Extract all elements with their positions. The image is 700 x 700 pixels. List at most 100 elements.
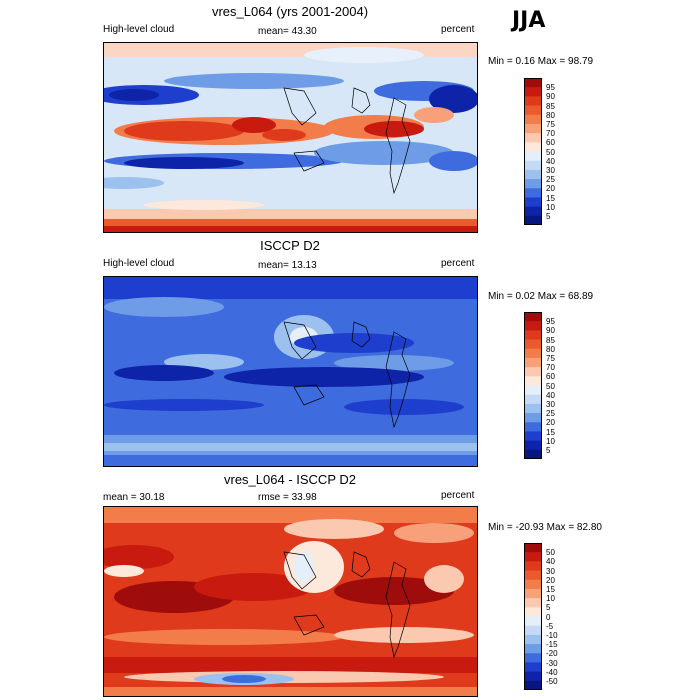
panel2-tick: 25 [546,409,555,419]
panel3-tick: -40 [546,667,558,677]
panel3-tick: 40 [546,557,555,567]
colorbar-swatch [524,634,542,645]
panel2-tick: 95 [546,317,555,327]
colorbar-swatch [524,616,542,627]
colorbar-swatch [524,179,542,189]
colorbar-swatch [524,598,542,608]
panel3-rmse-label: rmse = 33.98 [258,492,317,503]
colorbar-border [524,312,542,459]
colorbar-swatch [524,78,542,88]
colorbar-swatch [524,671,542,682]
panel3-tick: 20 [546,575,555,585]
colorbar-swatch [524,394,542,405]
colorbar-swatch [524,339,542,350]
colorbar-swatch [524,376,542,386]
colorbar-swatch [524,87,542,97]
panel3-tick: 5 [546,603,551,613]
colorbar-swatch [524,644,542,654]
panel3-map-field [104,507,477,696]
panel2-tick: 90 [546,326,555,336]
panel1-tick: 50 [546,147,555,157]
colorbar-swatch [524,625,542,636]
panel3-tick: 0 [546,612,551,622]
colorbar-swatch [524,215,542,225]
panel1-minmax-label: Min = 0.16 Max = 98.79 [488,56,594,67]
panel1-map [103,42,478,233]
colorbar-swatch [524,422,542,432]
panel1-mean-label: mean= 43.30 [258,26,317,37]
panel3-minmax-label: Min = -20.93 Max = 82.80 [488,522,602,533]
panel2-colorbar-ticks: 95 90 85 80 75 70 60 50 40 30 25 20 15 1… [546,312,586,459]
panel3-map [103,506,478,697]
colorbar-swatch [524,440,542,451]
panel3-title: vres_L064 - ISCCP D2 [224,472,356,487]
colorbar-swatch [524,114,542,125]
colorbar-swatch [524,206,542,217]
season-label: JJA [512,8,546,33]
panel2-tick: 40 [546,390,555,400]
colorbar-swatch [524,312,542,322]
colorbar-swatch [524,653,542,663]
colorbar-swatch [524,403,542,414]
colorbar-swatch [524,123,542,134]
panel2-tick: 70 [546,363,555,373]
panel3-tick: 15 [546,585,555,594]
panel1-tick: 85 [546,101,555,111]
panel3-colorbar-ticks: 50 40 30 20 15 10 5 0 -5 -10 -15 -20 -30… [546,543,586,690]
panel3-tick: 50 [546,548,555,558]
panel1-tick: 10 [546,202,555,212]
colorbar-swatch [524,142,542,152]
panel3-colorbar [524,543,542,690]
panel1-tick: 75 [546,120,555,129]
colorbar-swatch [524,607,542,617]
colorbar-swatch [524,385,542,396]
panel3-tick: -10 [546,631,558,640]
panel3-tick: 30 [546,566,555,576]
panel1-tick: 15 [546,193,555,203]
panel3-units-label: percent [441,490,475,501]
colorbar-swatch [524,413,542,423]
colorbar-swatch [524,133,542,143]
colorbar-swatch [524,197,542,208]
panel3-tick: -50 [546,677,558,686]
panel1-title: vres_L064 (yrs 2001-2004) [211,4,369,19]
colorbar-swatch [524,588,542,599]
panel2-colorbar [524,312,542,459]
colorbar-swatch [524,552,542,562]
colorbar-swatch [524,321,542,331]
panel1-tick: 25 [546,175,555,185]
panel1-tick: 20 [546,184,555,194]
panel1-units-label: percent [441,24,475,35]
colorbar-swatch [524,330,542,340]
colorbar-swatch [524,357,542,368]
panel2-map [103,276,478,467]
panel2-tick: 10 [546,436,555,446]
panel1-colorbar [524,78,542,225]
panel2-title: ISCCP D2 [260,238,320,253]
panel3-tick: -30 [546,658,558,668]
panel2-tick: 15 [546,427,555,437]
panel3-tick: 10 [546,594,555,604]
colorbar-swatch [524,579,542,590]
colorbar-swatch [524,160,542,171]
colorbar-swatch [524,151,542,162]
panel3-mean-label: mean = 30.18 [103,492,165,503]
panel2-tick: 75 [546,354,555,363]
panel1-colorbar-ticks: 95 90 85 80 75 70 60 50 40 30 25 20 15 1… [546,78,586,225]
colorbar-swatch [524,96,542,106]
panel2-mean-label: mean= 13.13 [258,260,317,271]
colorbar-swatch [524,449,542,459]
panel3-tick: -20 [546,649,558,659]
colorbar-swatch [524,431,542,442]
panel2-tick: 60 [546,372,555,382]
panel1-tick: 70 [546,129,555,139]
panel1-tick: 5 [546,212,551,221]
colorbar-swatch [524,348,542,359]
panel1-tick: 30 [546,166,555,175]
panel1-variable-label: High-level cloud [103,24,175,35]
panel1-tick: 60 [546,138,555,148]
panel3-tick: -5 [546,621,554,631]
panel2-variable-label: High-level cloud [103,258,175,269]
colorbar-swatch [524,367,542,377]
colorbar-swatch [524,680,542,690]
